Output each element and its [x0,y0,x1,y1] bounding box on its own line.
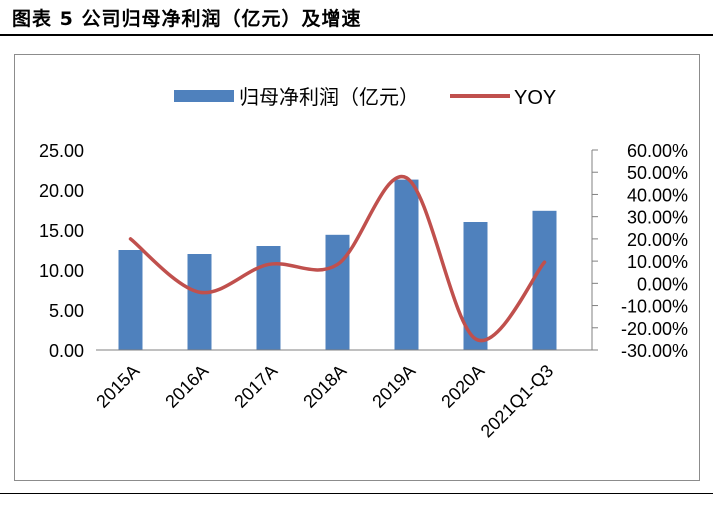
y-right-tick-label: -10.00% [621,297,688,317]
bottom-rule [0,493,713,494]
y-right-tick-label: -20.00% [621,319,688,339]
bar-2015a [118,250,143,350]
bar-2018a [325,234,350,350]
y-right-tick-label: 40.00% [627,185,688,205]
y-left-tick-label: 0.00 [49,341,84,361]
x-tick-label: 2021Q1-Q3 [477,361,558,442]
x-tick-label: 2017A [230,361,281,412]
top-rule [0,34,713,36]
x-tick-label: 2016A [161,361,212,412]
y-left-tick-label: 10.00 [39,261,84,281]
x-tick-label: 2018A [299,361,350,412]
legend-bar-swatch [174,90,234,102]
y-right-tick-label: 10.00% [627,252,688,272]
y-left-tick-label: 25.00 [39,141,84,161]
y-right-tick-label: 30.00% [627,208,688,228]
legend: 归母净利润（亿元） YOY [174,86,556,109]
bar-2017a [256,246,281,350]
y-right-tick-label: 50.00% [627,163,688,183]
figure-title: 图表 5 公司归母净利润（亿元）及增速 [12,8,362,30]
x-tick-label: 2019A [368,361,419,412]
y-left-tick-label: 15.00 [39,221,84,241]
bar-2016a [187,254,212,350]
legend-bar-label: 归母净利润（亿元） [239,86,419,109]
y-right-tick-label: 20.00% [627,230,688,250]
x-tick-label: 2015A [92,361,143,412]
bar-2019a [394,179,419,350]
legend-line-label: YOY [514,87,556,109]
y-right-tick-label: 60.00% [627,141,688,161]
y-left-tick-label: 5.00 [49,301,84,321]
yoy-line [128,174,547,343]
y-right-tick-label: -30.00% [621,341,688,361]
bar-2021q1-q3 [532,210,557,350]
x-tick-label: 2020A [437,361,488,412]
y-left-tick-label: 20.00 [39,181,84,201]
y-right-tick-label: 0.00% [637,274,688,294]
plot-area: 0.00 5.00 10.00 15.00 20.00 25.00 -30.00%-20.0… [39,141,688,441]
